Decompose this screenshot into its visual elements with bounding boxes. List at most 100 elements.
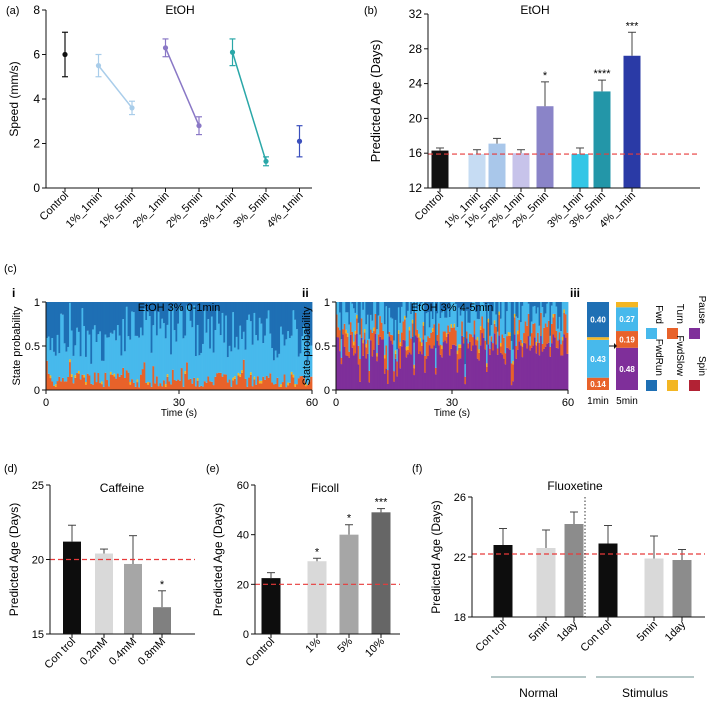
c_ii-state-band (513, 317, 516, 335)
c_i-state-band (147, 382, 150, 385)
c_ii-state-band (461, 310, 464, 322)
c_i-state-band (113, 330, 116, 374)
c_ii-state-band (436, 340, 439, 390)
c_i-state-band (141, 302, 144, 336)
c_ii-state-band (509, 332, 512, 336)
e-bar (371, 512, 391, 634)
c_i-state-band (86, 330, 89, 374)
c_ii-state-band (472, 302, 475, 338)
c_i-state-band (56, 302, 59, 335)
c_i-state-band (269, 333, 272, 374)
c_ii-state-band (501, 302, 504, 335)
c_i-state-band (265, 318, 269, 376)
c_i-state-band (242, 302, 246, 332)
c_ii-state-band (464, 384, 467, 390)
c_ii-state-band (353, 302, 355, 309)
c_i-state-band (67, 346, 70, 377)
c_ii-state-band (388, 307, 391, 332)
c_ii-state-band (363, 339, 366, 390)
c_ii-state-band (413, 342, 416, 365)
c_i-state-band (54, 355, 58, 385)
c_ii-state-band (495, 344, 498, 390)
c_ii-state-band (499, 302, 502, 319)
c_i-state-band (100, 360, 104, 382)
c_i-state-band (283, 374, 286, 390)
c_i-state-band (72, 383, 75, 390)
c_ii-state-band (532, 302, 535, 307)
c_i-state-band (115, 302, 118, 341)
c_i-state-band (116, 325, 120, 374)
c_ii-state-band (469, 333, 471, 342)
c_i-state-band (253, 302, 256, 313)
c_i-state-band (179, 380, 182, 390)
d-bar (63, 541, 81, 634)
c_ii-state-band (448, 302, 451, 318)
c_ii-state-band (563, 309, 566, 314)
c_ii-state-band (558, 339, 561, 390)
c_ii-state-band (456, 326, 459, 351)
c_i-state-band (116, 373, 120, 390)
c_ii-state-band (436, 302, 439, 314)
f-y-tick-label: 26 (454, 492, 466, 504)
c_i-state-band (157, 386, 160, 390)
c_ii-state-band (388, 331, 391, 337)
f-x-tick-label: 5min (635, 619, 660, 644)
c_i-state-band (63, 343, 66, 382)
c_ii-state-band (506, 347, 509, 390)
c_ii-state-band (357, 364, 360, 390)
c_i-state-band (79, 356, 82, 380)
c_ii-state-band (353, 355, 355, 390)
c_i-state-band (100, 384, 104, 390)
f-bar (564, 524, 584, 617)
c_i-state-band (232, 380, 235, 390)
c_ii-state-band (479, 345, 482, 390)
c_i-state-band (131, 379, 134, 390)
c_i-state-band (262, 302, 265, 344)
c_ii-state-band (524, 321, 527, 344)
a-point (62, 51, 68, 58)
c_i-state-band (171, 305, 175, 370)
c_ii-state-band (486, 366, 488, 373)
c_ii-state-band (421, 354, 424, 390)
c_ii-state-band (557, 302, 560, 329)
e-significance-label: * (347, 513, 352, 525)
c_ii-state-band (408, 326, 411, 331)
c_ii-state-band (541, 343, 544, 352)
c_i-state-band (205, 382, 208, 390)
c_i-state-band (177, 323, 180, 380)
c_ii-state-band (425, 313, 428, 342)
c_i-state-band (274, 302, 277, 351)
c_i-state-band (129, 339, 132, 382)
c_ii-state-band (387, 302, 389, 334)
c_i-state-band (53, 351, 56, 386)
c_ii-state-band (515, 358, 518, 390)
f-x-tick-label: Con trol (473, 619, 509, 655)
c_ii-state-band (513, 334, 516, 390)
c_ii-state-band (566, 302, 569, 333)
c_i-state-band (262, 376, 265, 390)
c_ii-state-band (362, 343, 365, 356)
c_ii-state-band (506, 311, 509, 337)
c_i-state-band (239, 374, 242, 377)
c_ii-state-band (441, 312, 444, 346)
c_ii-state-band (461, 302, 464, 311)
c_i-state-band (272, 360, 276, 385)
c_i-state-band (95, 302, 98, 342)
c_i-state-band (241, 370, 244, 373)
c_ii-state-band (523, 302, 526, 334)
c_i-state-band (155, 302, 159, 336)
c_ii-state-band (421, 345, 424, 355)
c_ii-state-band (348, 357, 351, 390)
c_ii-state-band (382, 339, 385, 390)
c_ii-state-band (445, 343, 448, 390)
c_ii-state-band (346, 336, 349, 356)
c_i-state-band (251, 302, 254, 345)
c_ii-state-band (357, 322, 360, 346)
c_ii-state-band (419, 338, 422, 342)
c_ii-state-band (357, 302, 360, 323)
c_i-state-band (173, 330, 176, 381)
c_ii-state-band (427, 355, 430, 390)
c_i-state-band (296, 302, 299, 330)
c_i-state-band (182, 386, 185, 390)
c_ii-state-band (404, 315, 406, 320)
